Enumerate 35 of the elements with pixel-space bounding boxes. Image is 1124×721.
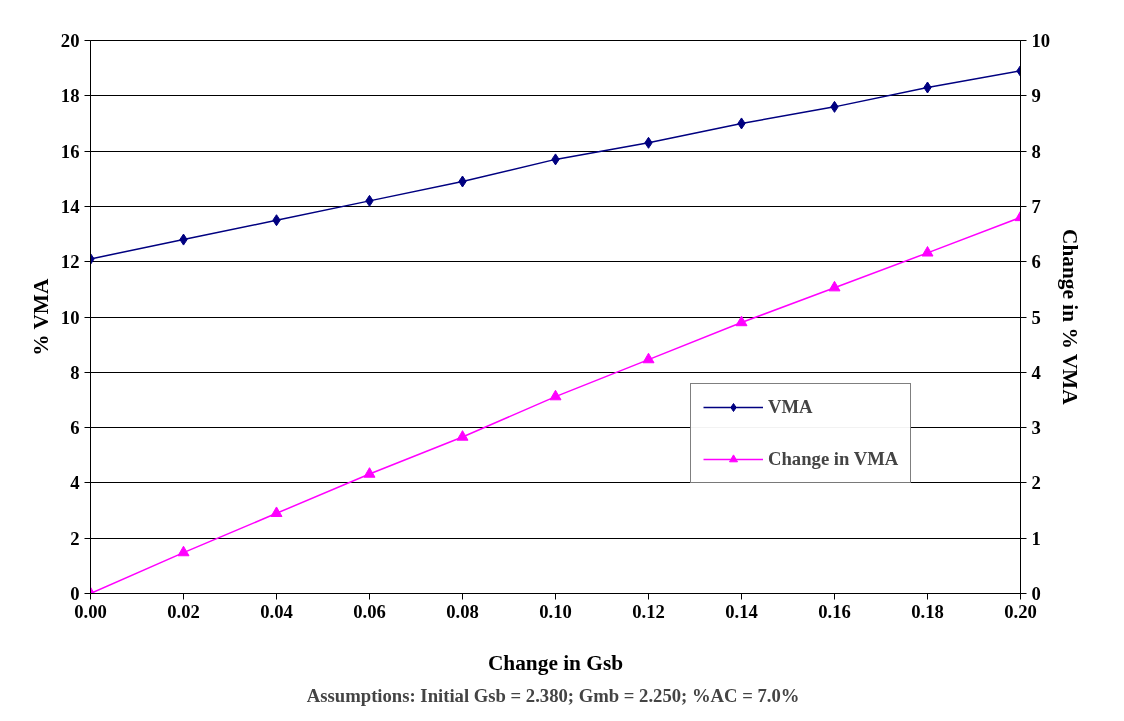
y2-tick-label: 7	[1031, 195, 1041, 217]
y-tick-label: 14	[60, 195, 80, 217]
x-tick-label: 0.08	[446, 600, 479, 622]
legend-label: Change in VMA	[768, 448, 899, 470]
y-tick-label: 2	[70, 527, 80, 549]
x-tick-label: 0.02	[167, 600, 200, 622]
y-axis-title: % VMA	[28, 277, 53, 356]
x-tick-label: 0.10	[539, 600, 572, 622]
y-tick-label: 12	[60, 251, 80, 273]
y2-tick-label: 9	[1031, 85, 1041, 107]
x-tick-label: 0.16	[818, 600, 851, 622]
y-tick-label: 20	[60, 30, 80, 51]
y2-tick-label: 2	[1031, 472, 1041, 494]
y2-tick-label: 10	[1031, 30, 1051, 51]
text: Assumptions: Initial Gsb = 2.380; Gmb = 2.250; %AC = 7.0%	[306, 684, 800, 706]
y-tick-label: 18	[60, 85, 80, 107]
y-tick-label: 8	[70, 361, 80, 383]
x-tick-label: 0.14	[725, 600, 758, 622]
x-tick-label: 0.04	[260, 600, 293, 622]
y2-axis-title: Change in % VMA	[1058, 229, 1083, 406]
y-tick-label: 4	[70, 472, 80, 494]
y2-tick-label: 5	[1031, 306, 1041, 328]
y2-tick-label: 8	[1031, 140, 1041, 162]
x-axis-title: Change in Gsb	[487, 650, 624, 675]
x-tick-label: 0.06	[353, 600, 386, 622]
y-tick-label: 10	[60, 306, 80, 328]
y2-tick-label: 1	[1031, 527, 1041, 549]
y-tick-label: 16	[60, 140, 80, 162]
x-tick-label: 0.18	[911, 600, 944, 622]
y-tick-label: 6	[70, 417, 80, 439]
y2-tick-label: 3	[1031, 417, 1041, 439]
x-tick-label: 0.12	[632, 600, 665, 622]
y2-tick-label: 4	[1031, 361, 1041, 383]
y2-tick-label: 6	[1031, 251, 1041, 273]
legend-label: VMA	[768, 396, 813, 418]
